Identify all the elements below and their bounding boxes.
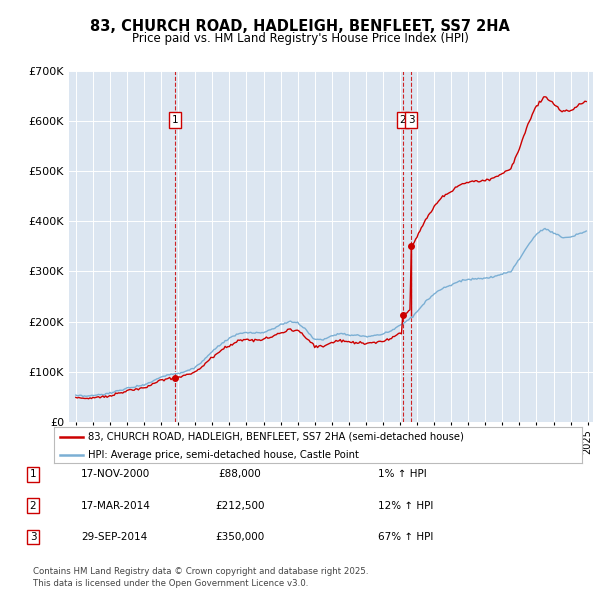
Text: 1: 1 — [172, 115, 179, 125]
Text: 3: 3 — [29, 532, 37, 542]
Text: 83, CHURCH ROAD, HADLEIGH, BENFLEET, SS7 2HA: 83, CHURCH ROAD, HADLEIGH, BENFLEET, SS7… — [90, 19, 510, 34]
Text: 2: 2 — [29, 501, 37, 510]
Text: £212,500: £212,500 — [215, 501, 265, 510]
Text: 2: 2 — [400, 115, 406, 125]
Text: 67% ↑ HPI: 67% ↑ HPI — [378, 532, 433, 542]
Text: 1% ↑ HPI: 1% ↑ HPI — [378, 470, 427, 479]
Text: 12% ↑ HPI: 12% ↑ HPI — [378, 501, 433, 510]
Text: 3: 3 — [408, 115, 415, 125]
Text: Contains HM Land Registry data © Crown copyright and database right 2025.
This d: Contains HM Land Registry data © Crown c… — [33, 567, 368, 588]
Text: £88,000: £88,000 — [218, 470, 262, 479]
Text: 17-NOV-2000: 17-NOV-2000 — [81, 470, 150, 479]
Text: 83, CHURCH ROAD, HADLEIGH, BENFLEET, SS7 2HA (semi-detached house): 83, CHURCH ROAD, HADLEIGH, BENFLEET, SS7… — [88, 432, 464, 442]
Text: £350,000: £350,000 — [215, 532, 265, 542]
Text: 17-MAR-2014: 17-MAR-2014 — [81, 501, 151, 510]
Text: Price paid vs. HM Land Registry's House Price Index (HPI): Price paid vs. HM Land Registry's House … — [131, 32, 469, 45]
Text: 1: 1 — [29, 470, 37, 479]
Text: 29-SEP-2014: 29-SEP-2014 — [81, 532, 147, 542]
Text: HPI: Average price, semi-detached house, Castle Point: HPI: Average price, semi-detached house,… — [88, 450, 359, 460]
